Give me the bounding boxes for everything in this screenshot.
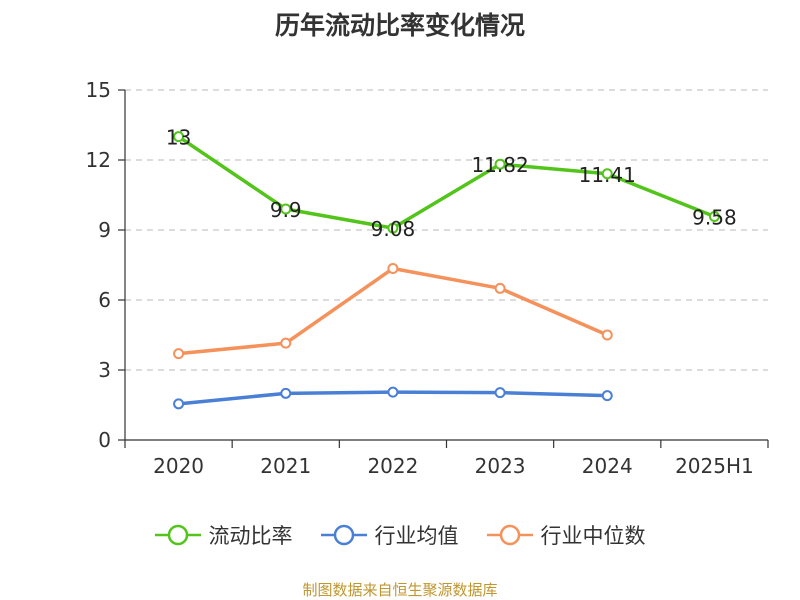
x-tick-label: 2024	[582, 454, 633, 478]
data-point[interactable]	[601, 168, 613, 180]
y-tick-label: 3	[98, 358, 111, 382]
y-tick-label: 15	[86, 78, 111, 102]
x-tick-label: 2023	[475, 454, 526, 478]
legend-label-current-ratio: 流动比率	[208, 524, 293, 548]
data-point[interactable]	[601, 329, 613, 341]
data-point[interactable]	[494, 282, 506, 294]
data-point[interactable]	[387, 263, 399, 274]
data-label: 9.08	[371, 217, 416, 241]
data-point[interactable]	[601, 390, 613, 402]
legend-item-industry-average[interactable]: 行业均值	[320, 520, 459, 550]
data-point[interactable]	[494, 158, 506, 170]
data-label: 9.58	[692, 205, 737, 229]
data-point[interactable]	[173, 398, 185, 410]
data-label: 11.82	[471, 153, 528, 177]
chart-legend: 流动比率 行业均值 行业中位数	[0, 520, 800, 550]
y-tick-label: 6	[98, 288, 111, 312]
legend-item-current-ratio[interactable]: 流动比率	[154, 520, 293, 550]
legend-marker-current-ratio	[154, 524, 201, 546]
data-point[interactable]	[173, 131, 185, 143]
x-tick-label: 2020	[153, 454, 204, 478]
data-point[interactable]	[280, 337, 292, 349]
y-tick-label: 12	[86, 148, 111, 172]
data-point[interactable]	[387, 222, 399, 234]
y-tick-label: 9	[98, 218, 111, 242]
x-tick-label: 2022	[367, 454, 418, 478]
legend-label-industry-median: 行业中位数	[540, 524, 646, 548]
data-point[interactable]	[280, 387, 292, 399]
legend-marker-industry-median	[486, 524, 533, 546]
data-source-note: 制图数据来自恒生聚源数据库	[302, 581, 498, 599]
y-tick-label: 0	[98, 428, 111, 452]
data-label: 13	[166, 126, 191, 150]
data-point[interactable]	[280, 203, 292, 215]
data-point[interactable]	[494, 387, 506, 399]
x-tick-label: 2025H1	[675, 454, 754, 478]
data-point[interactable]	[708, 210, 720, 222]
x-tick-label: 2021	[260, 454, 311, 478]
legend-item-industry-median[interactable]: 行业中位数	[486, 520, 646, 550]
legend-label-industry-average: 行业均值	[374, 524, 459, 548]
legend-marker-industry-average	[320, 524, 367, 546]
data-point[interactable]	[387, 386, 399, 398]
data-label: 9.9	[270, 198, 302, 222]
chart-title: 历年流动比率变化情况	[274, 11, 525, 40]
data-point[interactable]	[173, 348, 185, 360]
series-line-2	[176, 266, 609, 356]
series-line-0	[176, 134, 717, 230]
data-label: 11.41	[579, 163, 636, 187]
